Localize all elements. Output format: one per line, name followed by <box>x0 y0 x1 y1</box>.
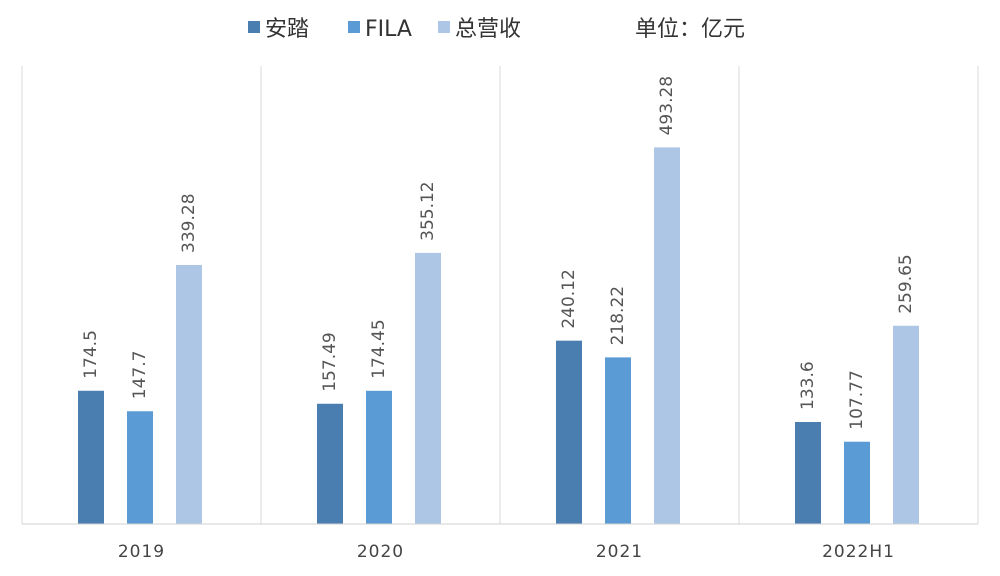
data-label: 355.12 <box>418 181 438 240</box>
category-separators <box>21 66 979 524</box>
data-label: 107.77 <box>847 370 867 429</box>
x-axis-tick-labels: 2019 2020 2021 2022H1 <box>118 542 895 562</box>
bar-3-2021 <box>654 147 680 524</box>
bars <box>78 147 919 524</box>
bar-2-2019 <box>127 411 153 524</box>
bar-3-2020 <box>415 252 441 524</box>
legend-label: 安踏 <box>265 17 309 42</box>
bar-1-2020 <box>317 403 343 524</box>
bar-1-2019 <box>78 390 104 524</box>
data-label: 174.45 <box>369 319 389 378</box>
data-label: 493.28 <box>657 76 677 135</box>
data-label: 147.7 <box>130 351 150 400</box>
data-label: 259.65 <box>896 254 916 313</box>
legend-swatch <box>248 21 260 33</box>
legend-label: 总营收 <box>455 17 521 42</box>
data-label: 133.6 <box>798 361 818 410</box>
x-tick-label: 2019 <box>118 542 165 562</box>
x-tick-label: 2020 <box>357 542 404 562</box>
data-label: 339.28 <box>179 193 199 252</box>
bar-2-2022H1 <box>844 441 870 524</box>
bar-2-2021 <box>605 357 631 524</box>
legend: 安踏 FILA 总营收 <box>248 17 521 42</box>
legend-swatch <box>348 21 360 33</box>
unit-label: 单位：亿元 <box>635 17 745 42</box>
data-label: 174.5 <box>81 330 101 379</box>
bar-2-2020 <box>366 390 392 524</box>
x-tick-label: 2022H1 <box>822 542 895 562</box>
bar-1-2021 <box>556 340 582 524</box>
bar-3-2022H1 <box>893 325 919 524</box>
bar-3-2019 <box>176 264 202 524</box>
legend-label: FILA <box>365 17 412 42</box>
data-label: 157.49 <box>320 332 340 391</box>
data-label: 240.12 <box>559 269 579 328</box>
x-tick-label: 2021 <box>596 542 643 562</box>
bar-1-2022H1 <box>795 421 821 524</box>
data-label: 218.22 <box>608 286 628 345</box>
data-labels: 174.5 147.7 339.28 157.49 174.45 355.12 240.12… <box>81 76 916 430</box>
legend-swatch <box>438 21 450 33</box>
